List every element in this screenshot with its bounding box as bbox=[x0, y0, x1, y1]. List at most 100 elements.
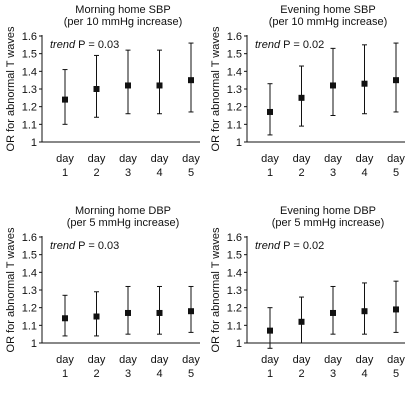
x-tick-label: 5 bbox=[393, 167, 399, 179]
chart-svg: Evening home DBP(per 5 mmHg increase) tre… bbox=[210, 205, 405, 380]
x-tick-label: 2 bbox=[298, 167, 304, 179]
data-point bbox=[361, 80, 368, 87]
x-tick-label: 3 bbox=[125, 368, 131, 380]
x-tick-label: day bbox=[151, 354, 169, 366]
chart-subtitle: (per 5 mmHg increase) bbox=[67, 217, 179, 229]
y-tick-label: 1.5 bbox=[227, 250, 242, 262]
data-point bbox=[267, 327, 273, 334]
chart-title: Morning home SBP bbox=[75, 4, 170, 16]
trend-annotation: trend P = 0.02 bbox=[255, 39, 324, 51]
x-tick-label: 4 bbox=[156, 167, 162, 179]
x-tick-label: 1 bbox=[267, 167, 273, 179]
data-point bbox=[93, 313, 100, 320]
chart-svg: Morning home DBP(per 5 mmHg increase) tre… bbox=[5, 205, 200, 380]
y-tick-label: 1.5 bbox=[22, 250, 37, 262]
data-point bbox=[125, 82, 131, 89]
data-point bbox=[156, 309, 163, 316]
data-point bbox=[330, 309, 336, 316]
data-point bbox=[298, 94, 305, 101]
data-point bbox=[361, 308, 368, 315]
data-point bbox=[393, 77, 399, 84]
y-tick-label: 1.4 bbox=[22, 267, 37, 279]
trend-p-value: P = 0.02 bbox=[283, 39, 324, 51]
trend-label: trend bbox=[50, 39, 78, 51]
x-tick-label: 4 bbox=[361, 167, 367, 179]
chart-subtitle: (per 10 mmHg increase) bbox=[269, 16, 388, 28]
x-tick-label: 5 bbox=[188, 368, 194, 380]
trend-annotation: trend P = 0.03 bbox=[50, 39, 119, 51]
x-tick-label: day bbox=[56, 153, 74, 165]
x-tick-label: day bbox=[356, 153, 374, 165]
y-tick-label: 1 bbox=[236, 338, 242, 350]
data-point bbox=[330, 82, 336, 89]
x-tick-label: 1 bbox=[267, 368, 273, 380]
y-tick-label: 1.6 bbox=[22, 232, 37, 244]
x-tick-label: day bbox=[387, 354, 405, 366]
x-tick-label: day bbox=[56, 354, 74, 366]
x-tick-label: day bbox=[293, 153, 311, 165]
data-point bbox=[125, 309, 131, 316]
x-tick-label: day bbox=[88, 153, 106, 165]
data-point bbox=[267, 108, 273, 115]
data-point bbox=[188, 77, 194, 84]
x-tick-label: day bbox=[324, 153, 342, 165]
x-tick-label: day bbox=[182, 153, 200, 165]
y-axis-label: OR for abnormal T waves bbox=[210, 26, 222, 151]
x-tick-label: day bbox=[387, 153, 405, 165]
data-point bbox=[62, 96, 68, 103]
y-tick-label: 1.4 bbox=[227, 267, 242, 279]
y-tick-label: 1.5 bbox=[22, 49, 37, 61]
data-point bbox=[93, 86, 100, 92]
y-tick-label: 1 bbox=[31, 338, 37, 350]
y-tick-label: 1 bbox=[236, 137, 242, 149]
y-tick-label: 1.5 bbox=[227, 49, 242, 61]
chart-subtitle: (per 10 mmHg increase) bbox=[64, 16, 183, 28]
y-tick-label: 1.3 bbox=[22, 285, 37, 297]
x-tick-label: day bbox=[119, 354, 137, 366]
y-tick-label: 1.1 bbox=[22, 320, 37, 332]
x-tick-label: day bbox=[151, 153, 169, 165]
x-tick-label: 3 bbox=[330, 368, 336, 380]
chart-panel-4: Evening home DBP (per 5 mmHg increase) tre… bbox=[205, 201, 410, 401]
x-tick-label: 2 bbox=[93, 368, 99, 380]
x-tick-label: 3 bbox=[125, 167, 131, 179]
y-axis-label: OR for abnormal T waves bbox=[5, 227, 17, 352]
y-tick-label: 1.4 bbox=[227, 66, 242, 78]
y-tick-label: 1.1 bbox=[22, 119, 37, 131]
data-point bbox=[156, 82, 163, 89]
y-tick-label: 1.2 bbox=[227, 303, 242, 315]
data-point bbox=[393, 306, 399, 313]
y-tick-label: 1.2 bbox=[227, 102, 242, 114]
trend-p-value: P = 0.03 bbox=[78, 39, 119, 51]
x-tick-label: 5 bbox=[188, 167, 194, 179]
data-point bbox=[188, 308, 194, 315]
y-axis-label: OR for abnormal T waves bbox=[5, 26, 17, 151]
trend-label: trend bbox=[255, 39, 283, 51]
x-tick-label: 2 bbox=[93, 167, 99, 179]
y-tick-label: 1.2 bbox=[22, 102, 37, 114]
y-tick-label: 1.3 bbox=[227, 84, 242, 96]
chart-panel-2: Evening home SBP (per 10 mmHg increase) tr… bbox=[205, 0, 410, 200]
chart-panel-3: Morning home DBP (per 5 mmHg increase) tre… bbox=[0, 201, 205, 401]
y-tick-label: 1.3 bbox=[22, 84, 37, 96]
data-point bbox=[298, 318, 305, 325]
x-tick-label: 1 bbox=[62, 167, 68, 179]
y-tick-label: 1.1 bbox=[227, 320, 242, 332]
trend-p-value: P = 0.03 bbox=[78, 240, 119, 252]
trend-p-value: P = 0.02 bbox=[283, 240, 324, 252]
x-tick-label: 3 bbox=[330, 167, 336, 179]
trend-label: trend bbox=[255, 240, 283, 252]
chart-subtitle: (per 5 mmHg increase) bbox=[272, 217, 384, 229]
x-tick-label: day bbox=[324, 354, 342, 366]
x-tick-label: day bbox=[119, 153, 137, 165]
trend-label: trend bbox=[50, 240, 78, 252]
chart-svg: Morning home SBP(per 10 mmHg increase) tr… bbox=[5, 4, 200, 179]
y-tick-label: 1.3 bbox=[227, 285, 242, 297]
chart-title: Morning home DBP bbox=[75, 205, 171, 217]
chart-panel-1: Morning home SBP (per 10 mmHg increase) tr… bbox=[0, 0, 205, 200]
x-tick-label: day bbox=[261, 153, 279, 165]
y-tick-label: 1.4 bbox=[22, 66, 37, 78]
y-axis-label: OR for abnormal T waves bbox=[210, 227, 222, 352]
x-tick-label: day bbox=[293, 354, 311, 366]
chart-svg: Evening home SBP(per 10 mmHg increase) tr… bbox=[210, 4, 405, 179]
